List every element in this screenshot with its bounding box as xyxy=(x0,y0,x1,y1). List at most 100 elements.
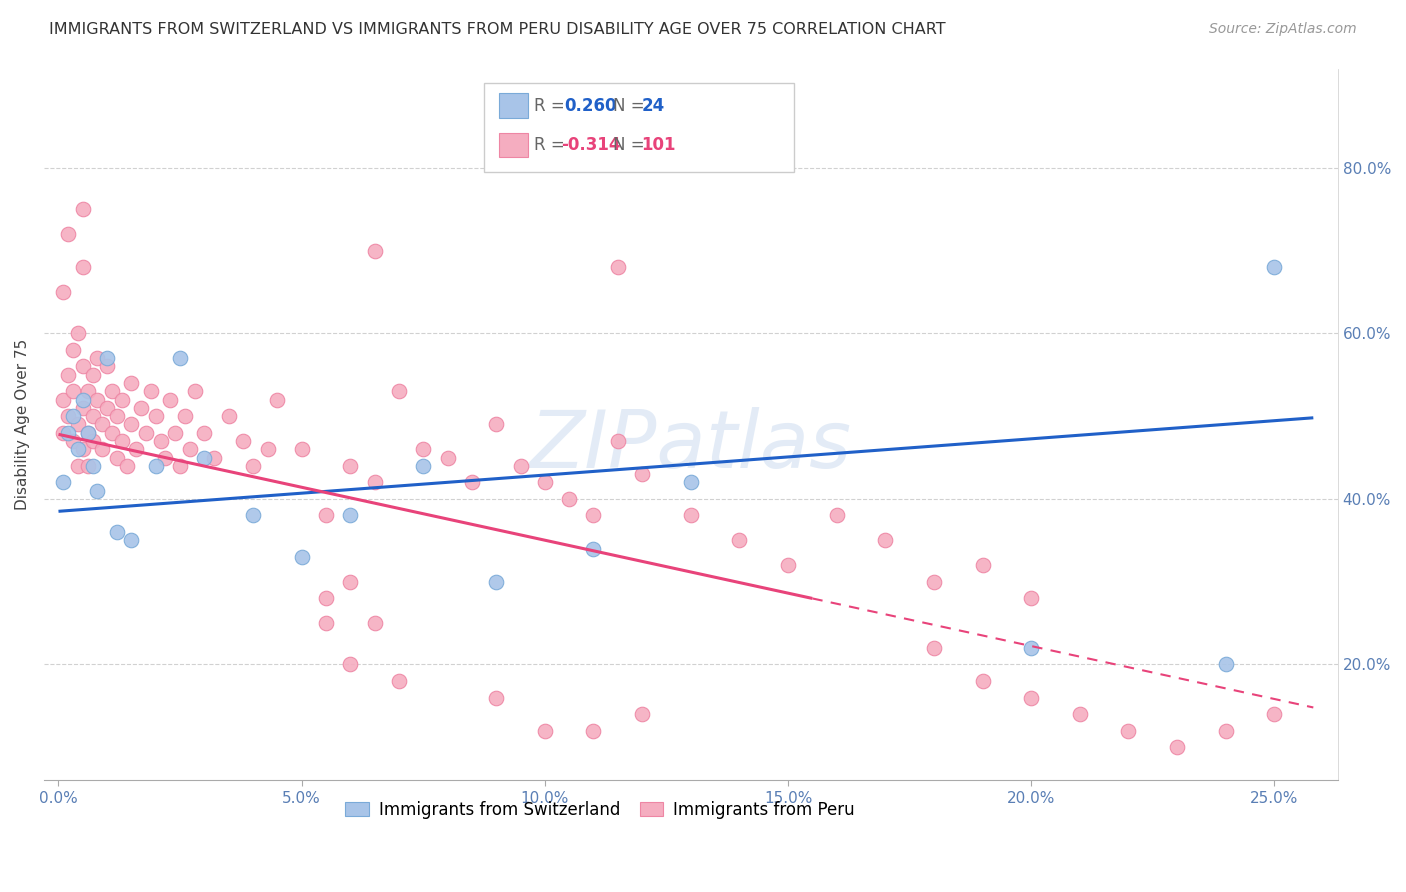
Text: R =: R = xyxy=(534,96,565,114)
Point xyxy=(606,434,628,448)
Point xyxy=(129,401,152,415)
Point xyxy=(363,615,385,630)
FancyBboxPatch shape xyxy=(484,83,794,172)
Point xyxy=(339,574,361,589)
Point xyxy=(96,351,118,366)
Point xyxy=(461,475,484,490)
Point xyxy=(72,401,94,415)
Point xyxy=(1263,260,1285,275)
Point xyxy=(534,723,557,738)
Point xyxy=(825,508,848,523)
Point xyxy=(135,425,157,440)
Point xyxy=(62,343,84,357)
Point xyxy=(202,450,225,465)
Point xyxy=(412,458,434,473)
Point xyxy=(242,458,264,473)
Point xyxy=(115,458,138,473)
Point xyxy=(485,417,508,432)
Point xyxy=(315,615,337,630)
Point xyxy=(125,442,148,457)
Point xyxy=(315,591,337,606)
Point xyxy=(52,285,75,299)
Point xyxy=(1166,740,1188,755)
Point xyxy=(120,376,142,390)
Point xyxy=(242,508,264,523)
Text: N =: N = xyxy=(613,96,645,114)
Point xyxy=(339,657,361,672)
Point xyxy=(363,244,385,258)
Point xyxy=(58,425,80,440)
Text: 101: 101 xyxy=(641,136,676,153)
Point xyxy=(86,483,108,498)
Point xyxy=(218,409,240,424)
Point xyxy=(52,392,75,407)
Point xyxy=(606,260,628,275)
Point xyxy=(58,409,80,424)
Point xyxy=(485,574,508,589)
Point xyxy=(111,392,134,407)
Point xyxy=(972,558,994,573)
Point xyxy=(145,458,167,473)
Point xyxy=(1215,657,1237,672)
Point xyxy=(1069,707,1091,722)
Point xyxy=(101,425,124,440)
Text: -0.314: -0.314 xyxy=(561,136,621,153)
Point xyxy=(1019,640,1042,655)
Point xyxy=(76,384,98,399)
Point xyxy=(193,450,215,465)
Text: Source: ZipAtlas.com: Source: ZipAtlas.com xyxy=(1209,22,1357,37)
Point xyxy=(96,359,118,374)
Legend: Immigrants from Switzerland, Immigrants from Peru: Immigrants from Switzerland, Immigrants … xyxy=(339,794,862,825)
Point xyxy=(728,533,751,548)
FancyBboxPatch shape xyxy=(499,133,527,158)
Point xyxy=(388,673,411,688)
Point xyxy=(183,384,205,399)
Point xyxy=(62,434,84,448)
Point xyxy=(922,574,945,589)
Point xyxy=(120,417,142,432)
Point xyxy=(58,227,80,241)
Point xyxy=(315,508,337,523)
Point xyxy=(66,326,89,341)
Point xyxy=(76,425,98,440)
Point xyxy=(875,533,897,548)
Point xyxy=(679,475,702,490)
Point xyxy=(169,351,191,366)
Point xyxy=(291,442,314,457)
Point xyxy=(256,442,278,457)
Point xyxy=(291,549,314,564)
Point xyxy=(1019,690,1042,705)
Point xyxy=(412,442,434,457)
Text: 0.260: 0.260 xyxy=(564,96,616,114)
Point xyxy=(679,508,702,523)
Point xyxy=(66,417,89,432)
Point xyxy=(66,458,89,473)
Point xyxy=(72,392,94,407)
Point xyxy=(62,384,84,399)
Point xyxy=(72,359,94,374)
Point xyxy=(66,442,89,457)
Text: R =: R = xyxy=(534,136,565,153)
Point xyxy=(105,409,128,424)
Point xyxy=(159,392,181,407)
Point xyxy=(1215,723,1237,738)
Point xyxy=(631,467,654,481)
Point xyxy=(82,409,104,424)
Point xyxy=(165,425,187,440)
Point xyxy=(972,673,994,688)
Text: ZIPatlas: ZIPatlas xyxy=(530,407,852,484)
Point xyxy=(558,491,581,506)
Point xyxy=(91,417,114,432)
Point xyxy=(120,533,142,548)
Point xyxy=(62,409,84,424)
Point xyxy=(1263,707,1285,722)
Text: IMMIGRANTS FROM SWITZERLAND VS IMMIGRANTS FROM PERU DISABILITY AGE OVER 75 CORRE: IMMIGRANTS FROM SWITZERLAND VS IMMIGRANT… xyxy=(49,22,946,37)
Point xyxy=(485,690,508,705)
Point xyxy=(1019,591,1042,606)
Point xyxy=(534,475,557,490)
Point xyxy=(232,434,254,448)
Point xyxy=(1118,723,1140,738)
Point xyxy=(922,640,945,655)
Point xyxy=(388,384,411,399)
Point xyxy=(86,351,108,366)
